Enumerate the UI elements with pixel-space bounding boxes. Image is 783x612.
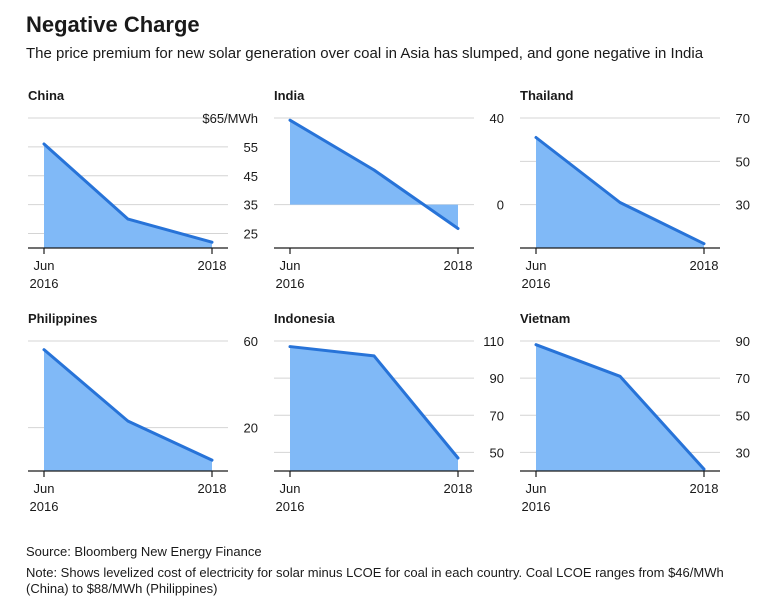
chart-title: Negative Charge: [26, 12, 200, 37]
philippines-xtick-label-start-year: 2016: [30, 499, 59, 514]
indonesia-xtick-label-start: Jun: [280, 481, 301, 496]
philippines-ytick-label: 60: [244, 334, 258, 349]
philippines-xtick-label-start: Jun: [34, 481, 55, 496]
philippines-ytick-label: 20: [244, 421, 258, 436]
china-xtick-label-start-year: 2016: [30, 276, 59, 291]
vietnam-series-line: [534, 343, 706, 471]
philippines-panel: Philippines 20 60 Jun 2016 2018: [28, 311, 258, 514]
vietnam-xtick-label-start: Jun: [526, 481, 547, 496]
indonesia-xtick-label-start-year: 2016: [276, 499, 305, 514]
vietnam-ytick-label: 30: [736, 445, 750, 460]
vietnam-ytick-label: 50: [736, 408, 750, 423]
thailand-panel: Thailand 30 50 70 Jun 2016 2018: [520, 88, 750, 291]
chart-subtitle: The price premium for new solar generati…: [26, 45, 704, 62]
vietnam-xtick-label-start-year: 2016: [522, 499, 551, 514]
indonesia-xtick-label-end: 2018: [444, 481, 473, 496]
thailand-series-line: [534, 136, 706, 246]
china-area: [44, 144, 212, 248]
china-series-line: [42, 142, 214, 244]
thailand-ytick-label: 70: [736, 111, 750, 126]
philippines-xtick-label-end: 2018: [198, 481, 227, 496]
india-xtick-label-end: 2018: [444, 258, 473, 273]
india-xtick-label-start-year: 2016: [276, 276, 305, 291]
china-title: China: [28, 88, 65, 103]
thailand-xtick-label-end: 2018: [690, 258, 719, 273]
source-note: Source: Bloomberg New Energy Finance: [26, 544, 262, 559]
philippines-area: [44, 349, 212, 471]
thailand-area: [536, 137, 704, 248]
india-ytick-label: 40: [490, 111, 504, 126]
philippines-title: Philippines: [28, 311, 97, 326]
vietnam-ytick-label: 90: [736, 334, 750, 349]
indonesia-area: [290, 346, 458, 471]
china-ytick-label: 45: [244, 169, 258, 184]
indonesia-title: Indonesia: [274, 311, 335, 326]
thailand-xtick-label-start: Jun: [526, 258, 547, 273]
vietnam-xtick-label-end: 2018: [690, 481, 719, 496]
china-xtick-label-end: 2018: [198, 258, 227, 273]
china-ytick-label: 55: [244, 140, 258, 155]
india-xtick-label-start: Jun: [280, 258, 301, 273]
philippines-series-line: [42, 348, 214, 462]
thailand-xtick-label-start-year: 2016: [522, 276, 551, 291]
vietnam-area: [536, 344, 704, 471]
thailand-title: Thailand: [520, 88, 574, 103]
vietnam-ytick-label: 70: [736, 371, 750, 386]
vietnam-panel: Vietnam 30 50 70 90 Jun 2016 2018: [520, 311, 750, 514]
china-ytick-label: 25: [244, 227, 258, 242]
china-ytick-label: $65/MWh: [202, 111, 258, 126]
footnote: Note: Shows levelized cost of electricit…: [26, 565, 724, 596]
indonesia-ytick-label: 90: [490, 371, 504, 386]
indonesia-ytick-label: 50: [490, 445, 504, 460]
china-xtick-label-start: Jun: [34, 258, 55, 273]
india-title: India: [274, 88, 305, 103]
china-ytick-label: 35: [244, 198, 258, 213]
india-area: [290, 120, 458, 229]
thailand-ytick-label: 50: [736, 154, 750, 169]
indonesia-panel: Indonesia 50 70 90 110 Jun 2016 2018: [274, 311, 504, 514]
indonesia-series-line: [288, 345, 460, 460]
indonesia-ytick-label: 70: [490, 408, 504, 423]
india-ytick-label: 0: [497, 198, 504, 213]
indonesia-ytick-label: 110: [483, 334, 504, 349]
india-panel: India 0 40 Jun 2016 2018: [274, 88, 504, 291]
thailand-ytick-label: 30: [736, 198, 750, 213]
china-panel: China 25 35 45 55 $65/MWh Jun 2016 2018: [28, 88, 258, 291]
india-series-line: [288, 118, 460, 230]
vietnam-title: Vietnam: [520, 311, 570, 326]
